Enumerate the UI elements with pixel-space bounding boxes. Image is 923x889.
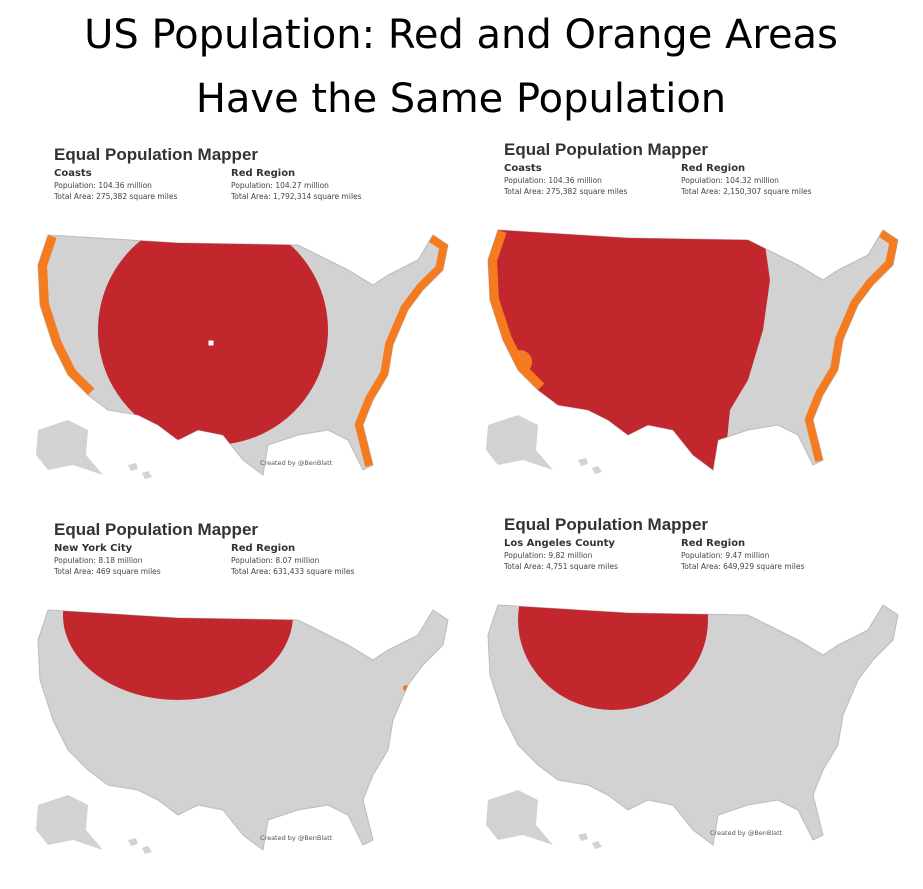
region-population: Population: 8.18 million: [54, 556, 143, 565]
region-area: Total Area: 649,929 square miles: [680, 562, 804, 571]
us-map: [486, 604, 899, 849]
region-name: Red Region: [231, 168, 295, 179]
region-area: Total Area: 631,433 square miles: [230, 567, 354, 576]
panel-heading: Equal Population Mapper: [504, 515, 708, 534]
panel-heading: Equal Population Mapper: [504, 140, 708, 159]
marker: [508, 350, 532, 374]
map-panel: Equal Population Mapper Los Angeles Count…: [486, 515, 899, 849]
region-name: Coasts: [54, 168, 92, 179]
hawaii: [578, 458, 602, 474]
title-line: Have the Same Population: [196, 76, 726, 122]
region-name: New York City: [54, 543, 133, 554]
region-population: Population: 104.32 million: [681, 176, 779, 185]
alaska: [486, 415, 553, 470]
region-name: Los Angeles County: [504, 538, 615, 549]
region-area: Total Area: 1,792,314 square miles: [230, 192, 362, 201]
region-area: Total Area: 275,382 square miles: [503, 187, 627, 196]
hawaii: [128, 838, 152, 854]
region-population: Population: 9.82 million: [504, 551, 593, 560]
us-map: [486, 229, 899, 474]
region-name: Red Region: [681, 538, 745, 549]
credit: Created by @BenBlatt: [260, 834, 333, 842]
region-area: Total Area: 469 square miles: [53, 567, 161, 576]
region-name: Coasts: [504, 163, 542, 174]
region-population: Population: 104.27 million: [231, 181, 329, 190]
alaska: [486, 790, 553, 845]
credit: Created by @BenBlatt: [710, 829, 783, 837]
panel-heading: Equal Population Mapper: [54, 145, 258, 164]
alaska: [36, 795, 103, 850]
map-panel: Equal Population Mapper Coasts Population:…: [36, 145, 449, 479]
region-name: Red Region: [681, 163, 745, 174]
map-panel: Equal Population Mapper Coasts Population:…: [486, 140, 899, 474]
red-region: [488, 230, 770, 470]
credit: Created by @BenBlatt: [260, 459, 333, 467]
us-map: [36, 234, 449, 479]
region-population: Population: 9.47 million: [681, 551, 770, 560]
region-area: Total Area: 2,150,307 square miles: [680, 187, 812, 196]
region-area: Total Area: 4,751 square miles: [503, 562, 618, 571]
red-region: [98, 235, 328, 445]
highlight: [488, 230, 898, 470]
hawaii: [128, 463, 152, 479]
region-population: Population: 104.36 million: [54, 181, 152, 190]
us-map: [36, 609, 449, 854]
panel-heading: Equal Population Mapper: [54, 520, 258, 539]
region-name: Red Region: [231, 543, 295, 554]
hawaii: [578, 833, 602, 849]
title-line: US Population: Red and Orange Areas: [84, 12, 838, 58]
orange-coast: [804, 230, 898, 462]
region-population: Population: 104.36 million: [504, 176, 602, 185]
map-panel: Equal Population Mapper New York City Popu…: [36, 520, 449, 854]
alaska: [36, 420, 103, 475]
red-region: [518, 605, 708, 710]
orange-coast: [354, 235, 448, 467]
marker: [508, 743, 518, 753]
marker: [207, 339, 215, 347]
region-area: Total Area: 275,382 square miles: [53, 192, 177, 201]
region-population: Population: 8.07 million: [231, 556, 320, 565]
